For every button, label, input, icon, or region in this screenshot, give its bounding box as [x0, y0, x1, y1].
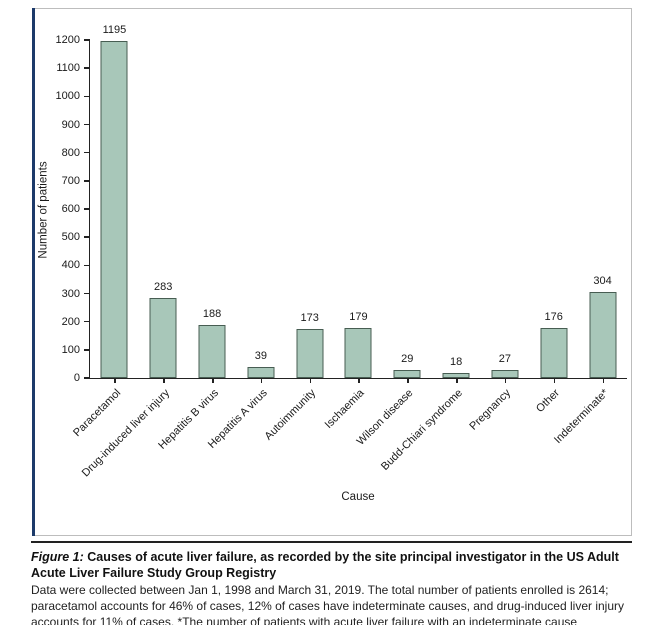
y-tick-label: 600	[61, 203, 80, 215]
bar-slot: 1195 Paracetamol	[71, 24, 139, 439]
bar-slot: 188 Hepatitis B virus	[156, 41, 237, 452]
y-tick-label: 200	[61, 315, 80, 328]
y-tick-label: 400	[61, 259, 80, 272]
panel-accent-bar	[32, 8, 35, 536]
caption-block: Figure 1: Causes of acute liver failure,…	[31, 541, 632, 625]
y-tick-mark	[84, 180, 90, 182]
y-tick-label: 500	[61, 231, 80, 244]
bars-row: 1195 Paracetamol 283 Drug-induced liver inj…	[71, 24, 627, 479]
y-tick-mark	[84, 67, 90, 69]
figure-label: Figure 1:	[31, 550, 84, 564]
x-tick-mark	[260, 378, 263, 383]
bar-value-label: 39	[254, 350, 267, 362]
bar	[296, 329, 324, 378]
bar-slot: 179 Ischaemia	[323, 41, 383, 431]
category-label: Other	[534, 387, 563, 415]
y-tick-mark	[84, 349, 90, 351]
y-tick-mark	[84, 39, 90, 41]
chart-panel: Number of patients 1195 Paracetamol 283 Dru…	[32, 8, 632, 536]
x-tick-mark	[407, 378, 409, 383]
bar-slot: 173 Autoimmunity	[263, 41, 334, 443]
x-tick-mark	[212, 378, 214, 383]
y-tick-label: 700	[61, 174, 80, 187]
bar-value-label: 173	[300, 312, 319, 324]
x-axis-title: Cause	[341, 491, 375, 503]
category-label: Pregnancy	[467, 387, 514, 433]
bar	[393, 370, 421, 378]
x-tick-mark	[358, 378, 360, 383]
caption-body-text: Data were collected between Jan 1, 1998 …	[31, 583, 624, 625]
bar-slot: 27 Pregnancy	[468, 41, 530, 433]
y-tick-mark	[84, 123, 90, 126]
bar	[198, 325, 226, 378]
y-tick-label: 1100	[56, 62, 80, 75]
y-tick-mark	[84, 264, 90, 267]
bar	[247, 367, 275, 378]
bar	[589, 292, 617, 378]
x-tick-mark	[504, 378, 507, 383]
x-tick-mark	[309, 378, 312, 383]
bar-value-label: 1195	[102, 24, 127, 36]
y-tick-mark	[84, 377, 90, 379]
figure-caption: Figure 1: Causes of acute liver failure,…	[31, 549, 632, 581]
bar	[100, 41, 128, 378]
bar-slot: 18 Budd-Chiari syndrome	[379, 41, 481, 473]
x-tick-mark	[456, 378, 458, 383]
category-label: Autoimmunity	[262, 387, 319, 443]
caption-body: Data were collected between Jan 1, 1998 …	[31, 583, 632, 625]
bar	[540, 328, 568, 378]
y-tick-label: 800	[61, 146, 80, 159]
category-label: Drug-induced liver injury	[79, 387, 172, 480]
y-tick-mark	[84, 292, 90, 295]
bar	[344, 328, 372, 378]
plot-area: Number of patients 1195 Paracetamol 283 Dru…	[38, 24, 627, 479]
y-tick-label: 100	[61, 343, 80, 356]
bar-value-label: 18	[449, 356, 463, 368]
bar-value-label: 188	[202, 308, 222, 320]
caption-divider	[31, 541, 632, 543]
bar-slot: 304 Indeterminate*	[552, 41, 627, 446]
bar-value-label: 29	[401, 353, 414, 365]
bar-slot: 283 Drug-induced liver injury	[79, 41, 188, 479]
y-tick-mark	[84, 208, 90, 210]
x-tick-mark	[553, 378, 556, 383]
y-tick-label: 900	[61, 118, 80, 131]
bar-value-label: 176	[544, 311, 563, 323]
bar	[442, 373, 470, 378]
x-tick-mark	[114, 378, 116, 383]
bar	[149, 298, 177, 378]
category-label: Paracetamol	[70, 387, 123, 440]
category-label: Budd-Chiari syndrome	[378, 387, 465, 473]
bar	[491, 370, 519, 378]
bar-value-label: 179	[349, 311, 368, 323]
y-tick-label: 1000	[55, 90, 80, 103]
category-label: Ischaemia	[323, 387, 367, 431]
bar-slot: 39 Hepatitis A virus	[206, 41, 285, 451]
x-tick-mark	[163, 378, 165, 383]
x-tick-mark	[602, 378, 605, 383]
y-tick-mark	[84, 236, 90, 238]
bar-slot: 29 Wilson disease	[355, 41, 432, 448]
y-tick-mark	[84, 95, 90, 98]
bar-slot: 176 Other	[529, 41, 578, 415]
y-tick-label: 0	[73, 372, 80, 384]
figure-title: Causes of acute liver failure, as record…	[31, 550, 619, 580]
y-tick-label: 1200	[55, 34, 80, 46]
y-tick-label: 300	[61, 287, 80, 300]
y-tick-mark	[84, 151, 90, 154]
bar-value-label: 283	[154, 281, 173, 293]
y-tick-mark	[84, 320, 90, 323]
bar-value-label: 304	[593, 275, 612, 287]
bar-value-label: 27	[498, 353, 512, 365]
